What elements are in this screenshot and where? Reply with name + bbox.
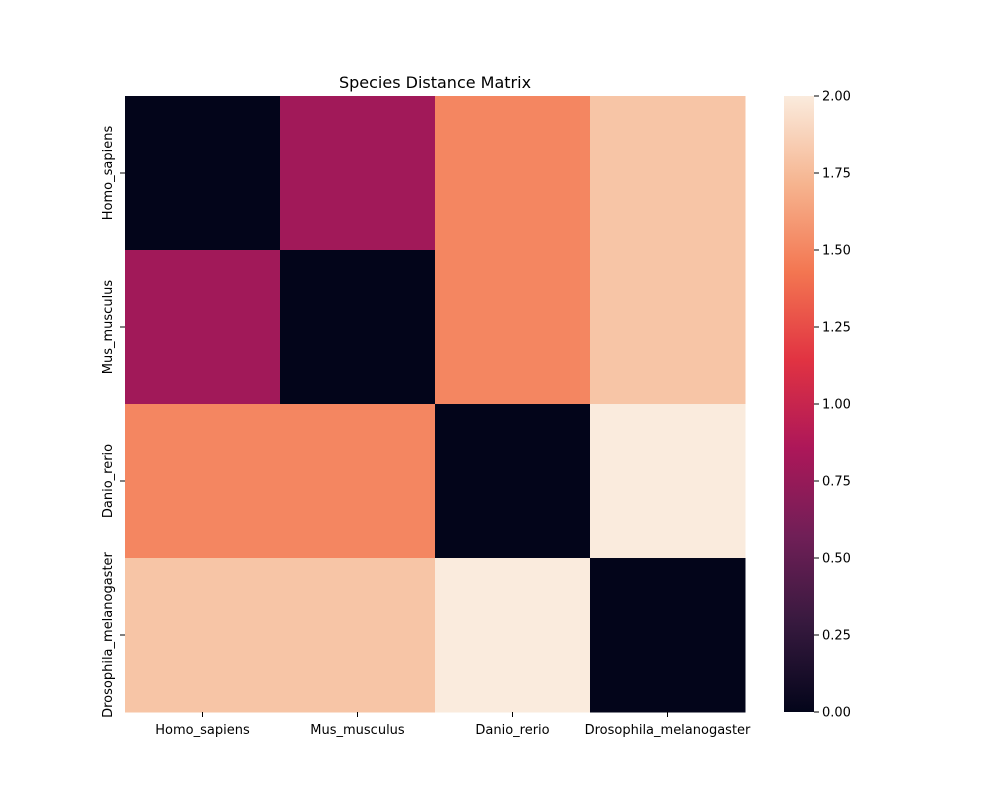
x-tick-label: Drosophila_melanogaster [585,723,751,738]
heatmap-cell [280,250,436,405]
colorbar-gradient [784,96,814,712]
heatmap-cell [435,250,591,405]
y-tick-label: Drosophila_melanogaster [101,551,116,717]
colorbar-tick-label: 2.00 [822,90,851,105]
heatmap-cell [435,404,591,559]
heatmap-cell [280,96,436,251]
colorbar-tick-label: 1.25 [822,321,851,336]
heatmap-cells [125,96,746,713]
heatmap-cell [280,558,436,713]
colorbar-tick-label: 0.75 [822,475,851,490]
x-tick-label: Danio_rerio [475,723,549,738]
y-tick-label: Homo_sapiens [101,126,116,221]
x-tick-label: Homo_sapiens [155,723,250,738]
colorbar-tick-label: 0.50 [822,552,851,567]
x-tick-label: Mus_musculus [310,723,405,738]
colorbar-tick-label: 1.75 [822,167,851,182]
y-tick-label: Mus_musculus [101,280,116,375]
colorbar-tick-label: 1.00 [822,398,851,413]
chart-title: Species Distance Matrix [339,73,531,92]
heatmap-cell [435,558,591,713]
colorbar-tick-label: 1.50 [822,244,851,259]
heatmap-cell [280,404,436,559]
colorbar: 0.00 0.25 0.50 0.75 1.00 1.25 1.50 1.75 2.00 [784,90,851,721]
heatmap-cell [590,96,746,251]
heatmap-cell [125,558,281,713]
heatmap-cell [125,250,281,405]
y-tick-label: Danio_rerio [101,444,116,518]
heatmap-cell [590,250,746,405]
heatmap-cell [590,558,746,713]
heatmap-cell [590,404,746,559]
y-axis: Homo_sapiens Mus_musculus Danio_rerio Droso… [101,126,125,718]
colorbar-tick-label: 0.00 [822,706,851,721]
heatmap-cell [125,96,281,251]
x-axis: Homo_sapiens Mus_musculus Danio_rerio Droso… [155,712,751,738]
heatmap-cell [435,96,591,251]
colorbar-tick-label: 0.25 [822,629,851,644]
heatmap-cell [125,404,281,559]
